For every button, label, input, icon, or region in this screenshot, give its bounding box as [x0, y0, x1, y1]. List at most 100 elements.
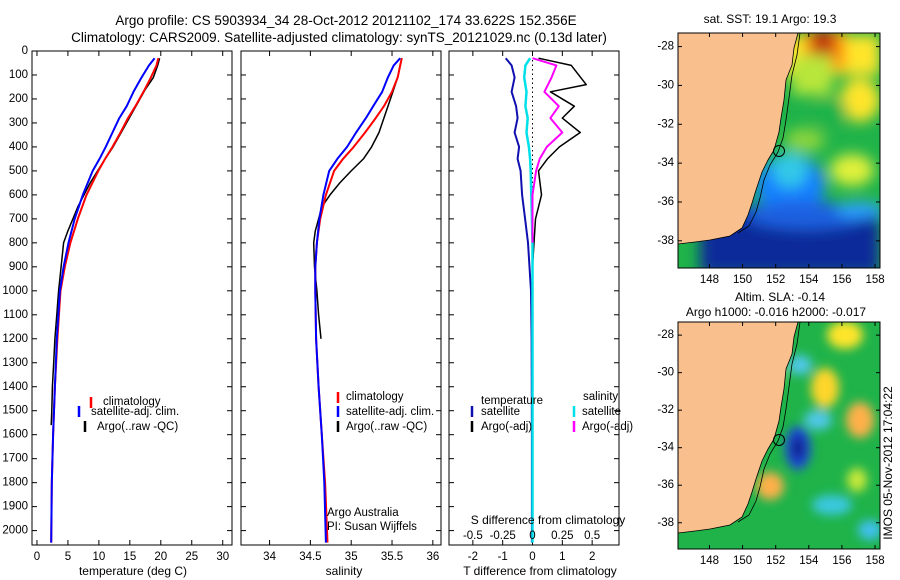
sla-field [678, 322, 880, 549]
sla-map-subtitle: Argo h1000: -0.016 h2000: -0.017 [686, 305, 866, 319]
series-line-salinity-argo-adj- [531, 57, 564, 243]
difference-legend: temperature satellite Argo(-adj) salinit… [470, 391, 633, 433]
imos-timestamp: IMOS 05-Nov-2012 17:04:22 [881, 386, 895, 540]
difference-panel: -2 -1 0 1 2 S difference from climatology -0… [448, 50, 633, 578]
y-tick-label: 0 [22, 45, 28, 57]
salinity-series [312, 57, 403, 543]
legend-climatology: climatology [346, 391, 404, 403]
x-tick-label: 5 [65, 551, 71, 563]
s-tick-label: -0.5 [463, 530, 483, 542]
s-tick-label: 0.25 [551, 530, 573, 542]
legend-s-satellite: satellite [582, 406, 621, 418]
y-tick-label: 800 [9, 237, 28, 249]
argo-float-marker [773, 145, 785, 157]
lat-tick-label: -28 [657, 329, 674, 341]
y-tick-label: 700 [9, 213, 28, 225]
s-tick-label: -0.25 [490, 530, 516, 542]
s-tick-label: 0 [529, 530, 535, 542]
lon-tick-label: 158 [865, 555, 884, 567]
legend-argo: Argo(..raw -QC) [346, 421, 427, 433]
salinity-legend: climatology satellite-adj. clim. Argo(..… [336, 391, 434, 433]
x-tick-label: 34.5 [299, 551, 321, 563]
temperature-xlabel: temperature (deg C) [79, 564, 187, 578]
lon-tick-label: 156 [832, 274, 851, 286]
lat-tick-label: -34 [657, 442, 674, 454]
sst-map: sat. SST: 19.1 Argo: 19.3 [657, 12, 885, 286]
lat-tick-label: -30 [657, 367, 674, 379]
x-tick-label: -1 [498, 551, 508, 563]
x-tick-label: 34 [263, 551, 276, 563]
y-tick-label: 1900 [2, 501, 28, 513]
y-tick-label: 2000 [2, 525, 28, 537]
lon-tick-label: 154 [799, 555, 819, 567]
lon-tick-label: 152 [766, 555, 785, 567]
note-argo-australia: Argo Australia [327, 507, 399, 519]
lon-tick-label: 152 [766, 274, 785, 286]
header-line-1: Argo profile: CS 5903934_34 28-Oct-2012 … [115, 13, 576, 28]
y-tick-label: 1300 [2, 357, 28, 369]
header-line-2: Climatology: CARS2009. Satellite-adjuste… [71, 30, 607, 45]
argo-float-marker [773, 434, 785, 446]
s-difference-xlabel: S difference from climatology [471, 513, 626, 527]
lat-tick-label: -28 [657, 41, 674, 53]
note-pi: PI: Susan Wijffels [327, 521, 417, 533]
lat-tick-label: -36 [657, 479, 674, 491]
lat-tick-label: -38 [657, 517, 674, 529]
y-tick-label: 1200 [2, 333, 28, 345]
legend-t-satellite: satellite [481, 406, 520, 418]
sla-map: Altim. SLA: -0.14 Argo h1000: -0.016 h20… [657, 290, 895, 567]
sla-map-frame [677, 321, 881, 550]
salinity-x-axis: 34 34.5 35 35.5 36 [263, 51, 439, 563]
series-line-temperature-satellite [504, 57, 533, 543]
y-tick-label: 1100 [3, 309, 28, 321]
y-tick-label: 100 [9, 69, 28, 81]
lon-tick-label: 158 [865, 274, 884, 286]
x-tick-label: -2 [468, 551, 478, 563]
legend-satellite: satellite-adj. clim. [91, 406, 179, 418]
y-tick-label: 1400 [2, 381, 28, 393]
y-tick-label: 900 [9, 261, 28, 273]
legend-salinity-title: salinity [583, 391, 618, 403]
temperature-panel: 0100200300400500600700800900100011001200… [2, 45, 233, 578]
x-tick-label: 30 [216, 551, 229, 563]
x-tick-label: 1 [559, 551, 565, 563]
y-tick-label: 300 [9, 117, 28, 129]
y-tick-label: 1800 [2, 477, 28, 489]
x-tick-label: 15 [123, 551, 136, 563]
salinity-axes-box [240, 50, 442, 546]
series-line-satellite-adj-clim- [314, 57, 401, 543]
salinity-panel: 34 34.5 35 35.5 36 salinity climatology sate… [240, 50, 442, 578]
sst-map-lon-axis: 148 150 152 154 156 158 [700, 33, 885, 286]
x-tick-label: 35.5 [381, 551, 403, 563]
legend-satellite: satellite-adj. clim. [346, 406, 434, 418]
difference-y-ticks [449, 50, 619, 532]
sst-map-lat-axis: -28 -30 -32 -34 -36 -38 [657, 41, 880, 247]
x-tick-label: 10 [92, 551, 105, 563]
difference-series [504, 57, 587, 543]
legend-argo: Argo(..raw -QC) [97, 421, 178, 433]
depth-axis: 0 100 200 300 400 500 600 700 800 900 1000 1100 1200… [2, 45, 232, 537]
s-tick-label: 0.5 [584, 530, 600, 542]
legend-t-argo: Argo(-adj) [481, 421, 532, 433]
y-tick-label: 1700 [2, 453, 28, 465]
lat-tick-label: -36 [657, 196, 674, 208]
lon-tick-label: 150 [733, 555, 752, 567]
series-line-salinity-satellite [522, 57, 534, 543]
lat-tick-label: -32 [657, 118, 674, 130]
legend-s-argo: Argo(-adj) [582, 421, 633, 433]
t-difference-xlabel: T difference from climatology [463, 564, 617, 578]
s-difference-tick-labels: -0.5 -0.25 0 0.25 0.5 [463, 530, 600, 542]
y-tick-label: 1500 [2, 405, 28, 417]
x-tick-label: 0 [34, 551, 40, 563]
y-tick-label: 1000 [2, 285, 28, 297]
y-tick-label: 600 [9, 189, 28, 201]
sst-map-title: sat. SST: 19.1 Argo: 19.3 [704, 12, 837, 26]
temperature-series [50, 57, 161, 543]
lon-tick-label: 150 [733, 274, 752, 286]
y-tick-label: 1600 [2, 429, 28, 441]
temperature-axes-box [31, 50, 233, 546]
salinity-y-ticks [241, 50, 441, 532]
salinity-xlabel: salinity [326, 564, 363, 578]
series-line-satellite-adj-clim- [50, 57, 156, 543]
